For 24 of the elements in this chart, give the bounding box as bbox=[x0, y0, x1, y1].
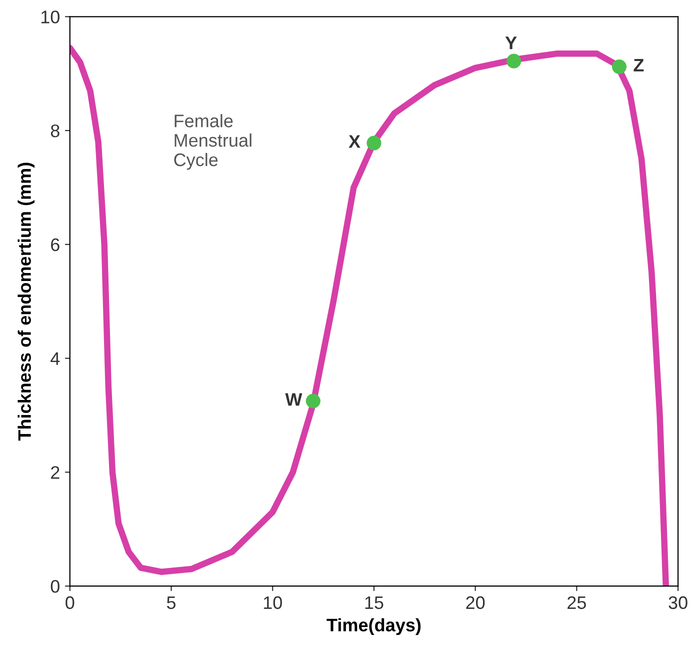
x-axis-title: Time(days) bbox=[326, 618, 421, 636]
x-tick-label: 20 bbox=[466, 596, 485, 610]
annotation: W bbox=[285, 393, 302, 406]
x-tick-label: 5 bbox=[166, 596, 176, 610]
point bbox=[612, 59, 627, 74]
annotation: Female Menstrual Cycle bbox=[174, 114, 252, 170]
y-axis-title: Thickness of endomertium (mm) bbox=[18, 162, 35, 441]
x-tick-label: 15 bbox=[365, 596, 384, 610]
annotation: Y bbox=[505, 36, 517, 50]
y-tick-label: 10 bbox=[41, 10, 60, 24]
annotation: X bbox=[348, 135, 360, 148]
y-tick-label: 0 bbox=[50, 580, 60, 593]
point bbox=[306, 394, 320, 408]
x-tick-label: 0 bbox=[66, 596, 74, 610]
x-tick-label: 10 bbox=[264, 596, 282, 610]
y-tick-label: 6 bbox=[51, 238, 60, 252]
x-tick-label: 25 bbox=[568, 596, 586, 610]
x-tick-label: 30 bbox=[668, 596, 688, 610]
annotation: Z bbox=[634, 59, 644, 72]
y-tick-label: 2 bbox=[51, 466, 60, 479]
point bbox=[366, 136, 382, 150]
point bbox=[506, 54, 522, 68]
y-tick-label: 8 bbox=[50, 124, 60, 138]
y-tick-label: 4 bbox=[50, 352, 60, 365]
